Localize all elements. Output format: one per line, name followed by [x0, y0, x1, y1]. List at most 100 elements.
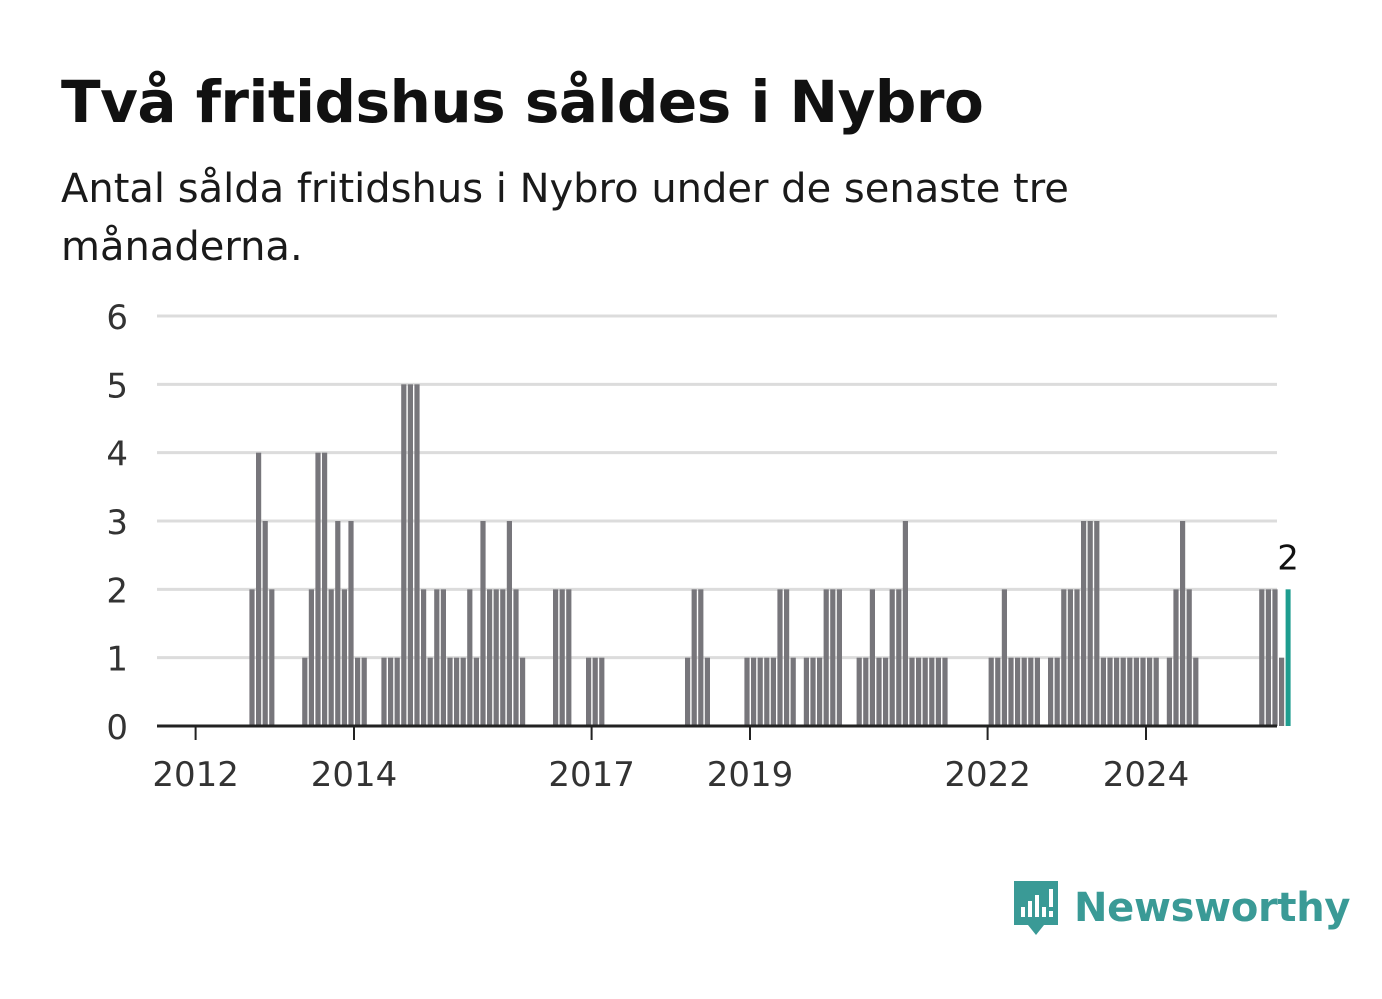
bar [520, 657, 526, 726]
bar [922, 657, 928, 726]
bar [1133, 657, 1139, 726]
y-tick-label: 6 [106, 298, 128, 338]
bar [473, 657, 479, 726]
bar [454, 657, 460, 726]
bar [1067, 589, 1073, 726]
bar [869, 589, 875, 726]
bar [909, 657, 915, 726]
bar [685, 657, 691, 726]
bar [836, 589, 842, 726]
y-tick-label: 4 [106, 435, 128, 475]
bar [559, 589, 565, 726]
x-tick-label: 2022 [944, 755, 1031, 795]
bar [1087, 521, 1093, 726]
x-tick-label: 2017 [548, 755, 635, 795]
bar [770, 657, 776, 726]
bar [592, 657, 598, 726]
bar [1279, 657, 1285, 726]
bar [1107, 657, 1113, 726]
bar [988, 657, 994, 726]
bar [315, 452, 321, 726]
bar [896, 589, 902, 726]
bar [421, 589, 427, 726]
x-tick-label: 2014 [311, 755, 398, 795]
newsworthy-logo-icon [1014, 881, 1058, 935]
bar [757, 657, 763, 726]
bar [348, 521, 354, 726]
y-tick-label: 3 [106, 503, 128, 543]
bar [995, 657, 1001, 726]
bar [863, 657, 869, 726]
bar [935, 657, 941, 726]
bar [414, 384, 420, 726]
bar [487, 589, 493, 726]
bar [790, 657, 796, 726]
bar [1015, 657, 1021, 726]
y-tick-label: 5 [106, 366, 128, 406]
bar [1034, 657, 1040, 726]
bar [698, 589, 704, 726]
bar [1100, 657, 1106, 726]
bar [467, 589, 473, 726]
bar [381, 657, 387, 726]
bar [856, 657, 862, 726]
bar [1265, 589, 1271, 726]
bar [1272, 589, 1278, 726]
bar [1054, 657, 1060, 726]
bar [817, 657, 823, 726]
bar [335, 521, 341, 726]
bar [447, 657, 453, 726]
x-tick-label: 2024 [1103, 755, 1190, 795]
bar [401, 384, 407, 726]
bar [1081, 521, 1087, 726]
bar [249, 589, 255, 726]
bar [1048, 657, 1054, 726]
highlight-value-label: 2 [1277, 538, 1299, 578]
chart-subtitle: Antal sålda fritidshus i Nybro under de … [61, 166, 1069, 270]
bar [500, 589, 506, 726]
bar [513, 589, 519, 726]
labels: 0 1 2 3 4 5 6 2012 2014 2017 2019 2022 2024 2 [106, 298, 1299, 795]
bar [777, 589, 783, 726]
bar [460, 657, 466, 726]
y-tick-label: 0 [106, 708, 128, 748]
y-tick-label: 2 [106, 571, 128, 611]
bar [256, 452, 262, 726]
bar [1153, 657, 1159, 726]
brand-name: Newsworthy [1074, 885, 1351, 931]
bar [394, 657, 400, 726]
bar [691, 589, 697, 726]
bar [1094, 521, 1100, 726]
chart-title: Två fritidshus såldes i Nybro [61, 68, 984, 136]
bar [1061, 589, 1067, 726]
bar [929, 657, 935, 726]
bar [1001, 589, 1007, 726]
bar [1028, 657, 1034, 726]
bars [249, 384, 1291, 726]
bar [427, 657, 433, 726]
bar [480, 521, 486, 726]
bar [810, 657, 816, 726]
x-tick-label: 2012 [152, 755, 239, 795]
bar [302, 657, 308, 726]
bar [341, 589, 347, 726]
bar [1180, 521, 1186, 726]
bar [361, 657, 367, 726]
bar [704, 657, 710, 726]
bar [1074, 589, 1080, 726]
newsworthy-brand: Newsworthy [1010, 876, 1351, 940]
bar [493, 589, 499, 726]
bar [803, 657, 809, 726]
bar [1127, 657, 1133, 726]
y-tick-label: 1 [106, 640, 128, 680]
axes [157, 724, 1277, 740]
bar [1008, 657, 1014, 726]
bar [269, 589, 275, 726]
bar [889, 589, 895, 726]
bar [902, 521, 908, 726]
x-tick-label: 2019 [707, 755, 794, 795]
bar [322, 452, 328, 726]
bar [1120, 657, 1126, 726]
bar [1147, 657, 1153, 726]
